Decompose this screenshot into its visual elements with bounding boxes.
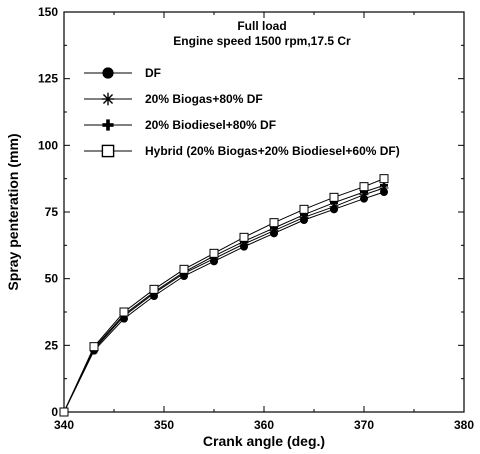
y-tick-label: 25 bbox=[45, 338, 59, 352]
plot-frame bbox=[63, 11, 465, 413]
series-2 bbox=[63, 183, 389, 413]
annotation-load: Full load bbox=[237, 19, 286, 33]
series-line bbox=[63, 184, 385, 413]
legend-marker bbox=[101, 144, 115, 158]
axis-ticks: 340 350 360 370 380 0 25 50 75 100 125 150 bbox=[38, 5, 474, 432]
series-line bbox=[63, 187, 385, 413]
series-1 bbox=[63, 188, 388, 413]
data-point bbox=[379, 174, 389, 184]
data-point bbox=[89, 342, 99, 352]
y-tick-label: 0 bbox=[51, 405, 58, 419]
legend-entry: 20% Biogas+80% DF bbox=[84, 92, 263, 106]
x-tick-label: 340 bbox=[54, 418, 74, 432]
y-tick-label: 100 bbox=[38, 138, 58, 152]
data-point bbox=[239, 232, 249, 242]
series-layer bbox=[59, 174, 389, 417]
data-point bbox=[149, 284, 159, 294]
data-point bbox=[269, 218, 279, 228]
legend-entry: 20% Biodiesel+80% DF bbox=[84, 118, 276, 132]
legend-entry: Hybrid (20% Biogas+20% Biodiesel+60% DF) bbox=[84, 144, 400, 158]
data-point bbox=[299, 204, 309, 214]
legend: DF 20% Biogas+80% DF 20% Biodiesel+80% DF H… bbox=[84, 66, 400, 158]
x-tick-label: 380 bbox=[454, 418, 474, 432]
x-axis-title: Crank angle (deg.) bbox=[203, 433, 325, 449]
legend-label: 20% Biodiesel+80% DF bbox=[145, 118, 276, 132]
series-4 bbox=[63, 174, 389, 413]
series-line bbox=[63, 178, 385, 413]
annotation-conditions: Engine speed 1500 rpm,17.5 Cr bbox=[173, 34, 351, 48]
origin-point bbox=[59, 407, 69, 417]
legend-entry: DF bbox=[84, 66, 161, 80]
y-tick-label: 50 bbox=[45, 272, 59, 286]
legend-label: Hybrid (20% Biogas+20% Biodiesel+60% DF) bbox=[145, 144, 400, 158]
y-tick-label: 150 bbox=[38, 5, 58, 19]
data-point bbox=[329, 192, 339, 202]
data-point bbox=[119, 307, 129, 317]
x-tick-label: 360 bbox=[254, 418, 274, 432]
legend-label: 20% Biogas+80% DF bbox=[145, 92, 263, 106]
legend-marker bbox=[101, 92, 115, 106]
legend-label: DF bbox=[145, 66, 161, 80]
data-point bbox=[209, 248, 219, 258]
x-tick-label: 370 bbox=[354, 418, 374, 432]
y-tick-label: 75 bbox=[45, 205, 59, 219]
data-point bbox=[179, 264, 189, 274]
x-tick-label: 350 bbox=[154, 418, 174, 432]
data-point bbox=[359, 182, 369, 192]
y-axis-title: Spray penteration (mm) bbox=[5, 133, 21, 290]
series-line bbox=[63, 191, 385, 413]
legend-marker bbox=[102, 119, 114, 131]
y-tick-label: 125 bbox=[38, 72, 58, 86]
legend-marker bbox=[102, 67, 114, 79]
series-3 bbox=[63, 181, 388, 413]
